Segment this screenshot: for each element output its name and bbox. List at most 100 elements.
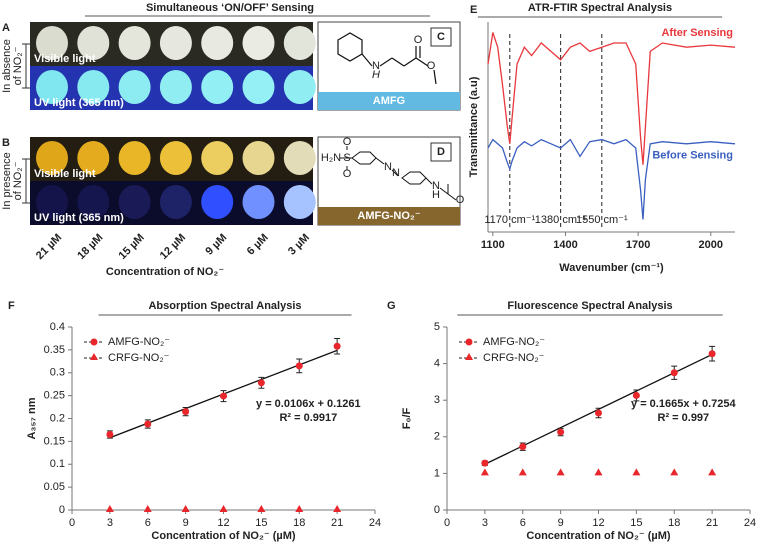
chart-title: Absorption Spectral Analysis — [148, 300, 301, 312]
sample-spot — [201, 70, 234, 104]
sample-spot — [36, 185, 68, 219]
y-tick-label: 5 — [434, 321, 440, 333]
sample-spot — [77, 141, 110, 175]
data-point — [257, 379, 265, 387]
data-point — [708, 468, 717, 476]
side-label: of NO₂⁻ — [12, 161, 24, 200]
y-tick-label: 0 — [59, 504, 65, 516]
concentration-label: 12 µM — [158, 232, 188, 262]
data-point — [295, 362, 303, 370]
reference-label: 1550 cm⁻¹ — [576, 214, 628, 226]
sample-spot — [36, 141, 68, 175]
data-point — [144, 420, 152, 428]
sample-spot — [283, 185, 316, 219]
legend-label: AMFG-NO₂⁻ — [108, 336, 170, 348]
x-tick-label: 1700 — [626, 239, 650, 251]
x-axis-label: Concentration of NO₂⁻ (µM) — [151, 530, 295, 542]
data-point — [480, 468, 489, 476]
letter-box — [430, 142, 452, 162]
legend-marker — [90, 353, 98, 360]
x-tick-label: 21 — [706, 517, 718, 529]
y-axis-label: F₀/F — [401, 407, 413, 429]
panel-letter: C — [437, 31, 445, 43]
sample-spot — [283, 70, 316, 104]
concentration-label: 3 µM — [286, 232, 312, 258]
spectrum-line — [487, 138, 736, 220]
sample-spot — [159, 26, 192, 60]
concentration-label: 18 µM — [75, 232, 105, 262]
x-tick-label: 12 — [217, 517, 229, 529]
x-tick-label: 12 — [592, 517, 604, 529]
data-point — [632, 391, 640, 399]
atom-label: S — [343, 152, 350, 164]
x-tick-label: 18 — [293, 517, 305, 529]
panel-letter: F — [8, 300, 15, 312]
sample-spot — [36, 26, 68, 60]
side-label: In absence — [1, 39, 13, 93]
side-label: of NO₂⁻ — [12, 46, 24, 85]
atom-label: N — [384, 161, 392, 173]
y-tick-label: 4 — [434, 358, 440, 370]
sample-spot — [77, 185, 110, 219]
y-tick-label: 0.2 — [50, 412, 65, 424]
y-tick-label: 1 — [434, 467, 440, 479]
legend-label: CRFG-NO₂⁻ — [483, 352, 545, 364]
structure-name: AMFG — [373, 95, 405, 107]
figure-title: Simultaneous ‘ON/OFF’ Sensing — [146, 2, 314, 14]
x-tick-label: 6 — [520, 517, 526, 529]
x-tick-label: 24 — [744, 517, 756, 529]
data-point — [143, 505, 152, 512]
x-tick-label: 3 — [107, 517, 113, 529]
row-label: Visible light — [34, 53, 96, 65]
annotation: y = 0.1665x + 0.7254 — [631, 398, 736, 410]
concentration-label: 21 µM — [34, 232, 64, 262]
sample-spot — [283, 26, 316, 60]
y-axis-label: Transmittance (a.u) — [468, 76, 480, 177]
x-tick-label: 24 — [369, 517, 381, 529]
sample-spot — [118, 26, 151, 60]
annotation: R² = 0.997 — [658, 412, 710, 424]
x-tick-label: 3 — [482, 517, 488, 529]
concentration-label: 9 µM — [203, 232, 229, 258]
x-tick-label: 9 — [183, 517, 189, 529]
sample-spot — [159, 70, 192, 104]
data-point — [708, 350, 716, 358]
label-bar — [318, 207, 460, 225]
x-tick-label: 21 — [331, 517, 343, 529]
data-point — [557, 428, 565, 436]
sample-spot — [118, 141, 151, 175]
series-label: Before Sensing — [652, 150, 733, 162]
panel-letter: G — [387, 300, 396, 312]
atom-label: H₂N — [321, 152, 341, 164]
sample-spot — [242, 141, 275, 175]
legend-marker — [90, 338, 98, 346]
sample-spot — [36, 70, 68, 104]
y-tick-label: 0.15 — [44, 435, 65, 447]
side-label: In presence — [1, 152, 13, 209]
data-point — [181, 505, 190, 512]
y-axis-label: A₃₅₇ nm — [26, 397, 38, 439]
data-point — [333, 342, 341, 350]
structure-c — [337, 32, 437, 85]
row-label: UV light (365 nm) — [34, 97, 124, 109]
y-tick-label: 0.35 — [44, 344, 65, 356]
x-axis-label: Concentration of NO₂⁻ (µM) — [526, 530, 670, 542]
reference-label: 1170 cm⁻¹ — [484, 214, 535, 226]
sample-spot — [77, 26, 110, 60]
x-tick-label: 2000 — [699, 239, 723, 251]
sample-spot — [118, 185, 151, 219]
reference-label: 1380 cm⁻¹ — [535, 214, 587, 226]
legend-label: AMFG-NO₂⁻ — [483, 336, 545, 348]
annotation: R² = 0.9917 — [279, 412, 337, 424]
data-point — [106, 431, 114, 439]
annotation: y = 0.0106x + 0.1261 — [256, 398, 361, 410]
x-tick-label: 0 — [444, 517, 450, 529]
concentration-label: 15 µM — [117, 232, 147, 262]
sample-spot — [242, 26, 275, 60]
data-point — [556, 468, 565, 476]
legend-label: CRFG-NO₂⁻ — [108, 352, 170, 364]
x-tick-label: 1100 — [481, 239, 505, 251]
y-tick-label: 0.1 — [50, 458, 65, 470]
x-tick-label: 1400 — [553, 239, 577, 251]
